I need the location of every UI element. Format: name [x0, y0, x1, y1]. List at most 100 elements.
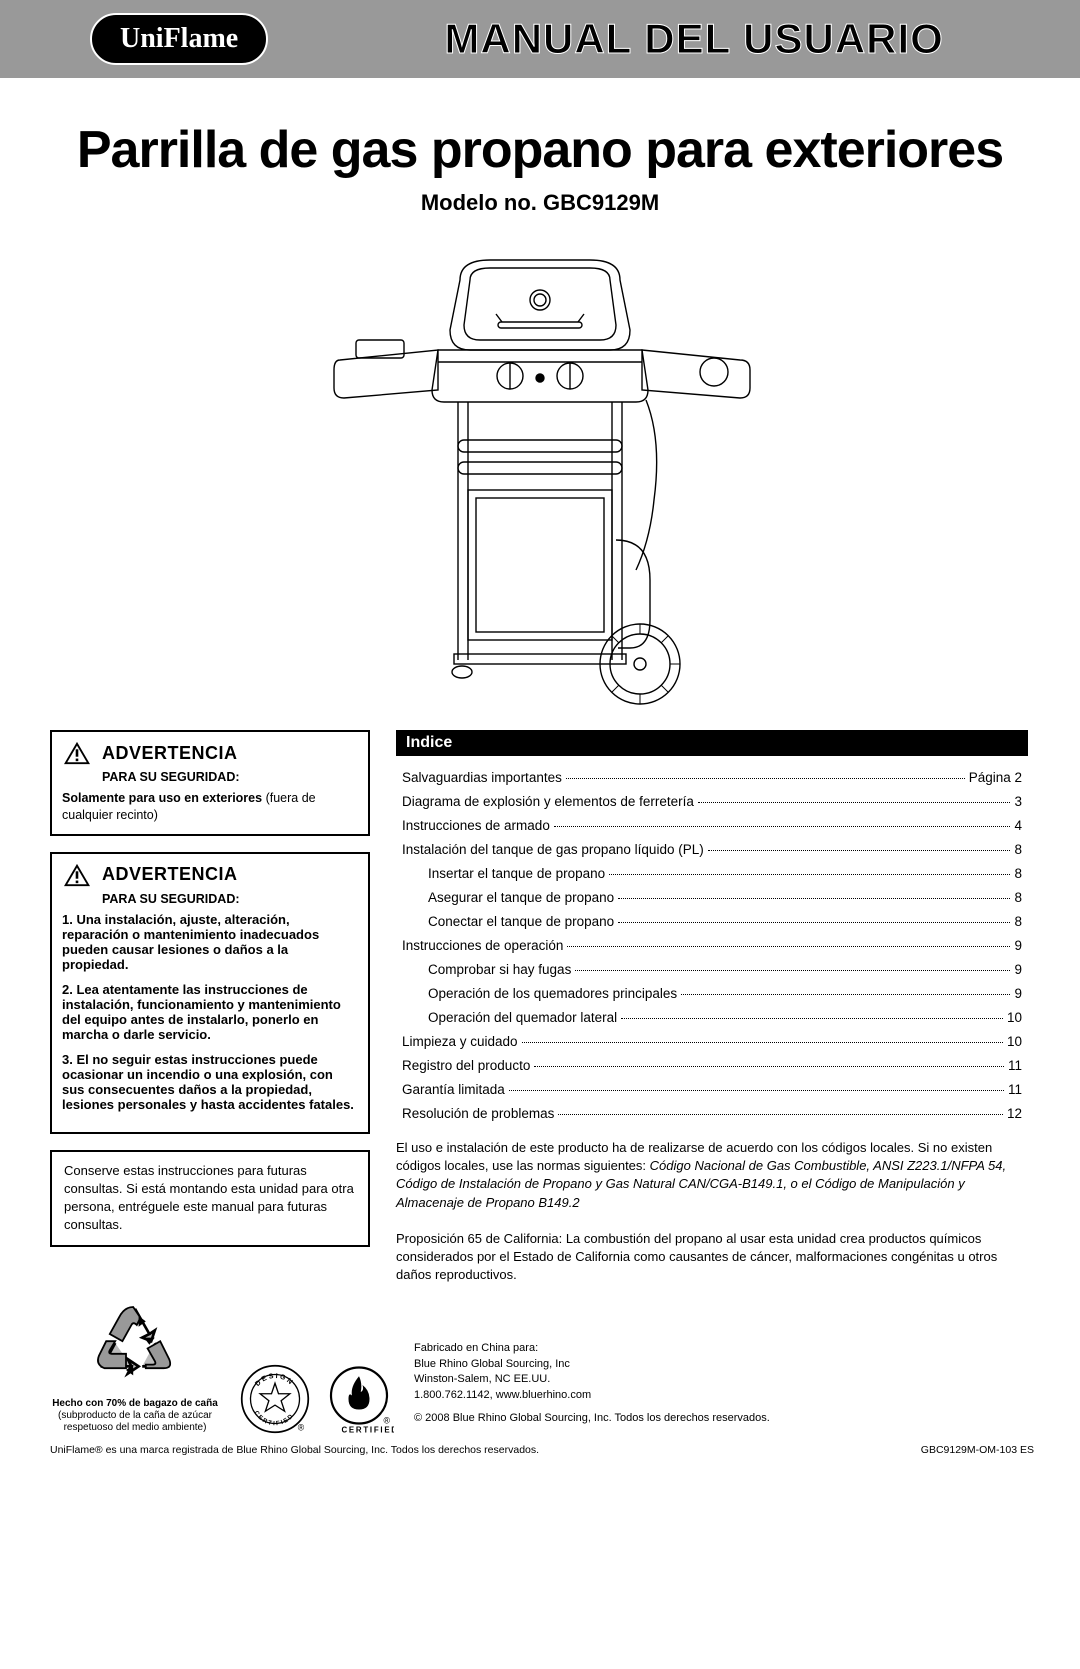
svg-text:®: ® [298, 1423, 305, 1433]
cert-badges: D E S I G N C E R T I F I E D ® CERTIFIE… [240, 1364, 394, 1434]
compliance-paragraph-1: El uso e instalación de este producto ha… [396, 1139, 1028, 1212]
toc-page: 8 [1014, 914, 1022, 929]
toc-row: Instalación del tanque de gas propano lí… [402, 842, 1022, 857]
warning-list: 1. Una instalación, ajuste, alteración, … [62, 912, 358, 1112]
toc-dots [618, 922, 1010, 923]
toc-dots [708, 850, 1011, 851]
toc-page: 8 [1014, 890, 1022, 905]
recycle-block: Hecho con 70% de bagazo de caña (subprod… [50, 1298, 220, 1434]
indice-header: Indice [396, 730, 1028, 756]
toc-row: Insertar el tanque de propano8 [402, 866, 1022, 881]
mfr-line: Winston-Salem, NC EE.UU. [414, 1373, 550, 1385]
toc-label: Comprobar si hay fugas [428, 962, 571, 977]
warning-subtitle: PARA SU SEGURIDAD: [102, 770, 358, 784]
toc-dots [681, 994, 1010, 995]
toc-page: 10 [1007, 1010, 1022, 1025]
toc-page: 11 [1008, 1058, 1022, 1073]
toc-label: Insertar el tanque de propano [428, 866, 605, 881]
design-cert-badge: D E S I G N C E R T I F I E D ® [240, 1364, 310, 1434]
warning-list-item: 3. El no seguir estas instrucciones pued… [62, 1052, 358, 1112]
warning-box-1: ADVERTENCIA PARA SU SEGURIDAD: Solamente… [50, 730, 370, 836]
toc-label: Asegurar el tanque de propano [428, 890, 614, 905]
toc-page: 3 [1014, 794, 1022, 809]
toc-page: 4 [1014, 818, 1022, 833]
toc-row: Salvaguardias importantes Página 2 [402, 770, 1022, 785]
toc-row: Resolución de problemas 12 [402, 1106, 1022, 1121]
warning-title: ADVERTENCIA [102, 864, 238, 885]
toc-page: 9 [1014, 986, 1022, 1001]
mfr-line: 1.800.762.1142, www.bluerhino.com [414, 1389, 591, 1401]
warning-list-item: 2. Lea atentamente las instrucciones de … [62, 982, 358, 1042]
compliance-paragraph-2: Proposición 65 de California: La combust… [396, 1230, 1028, 1285]
toc-label: Conectar el tanque de propano [428, 914, 614, 929]
toc-row: Limpieza y cuidado 10 [402, 1034, 1022, 1049]
toc-dots [522, 1042, 1003, 1043]
toc-row: Asegurar el tanque de propano 8 [402, 890, 1022, 905]
content-columns: ADVERTENCIA PARA SU SEGURIDAD: Solamente… [0, 730, 1080, 1284]
footer: Hecho con 70% de bagazo de caña (subprod… [0, 1298, 1080, 1454]
warning-list-item: 1. Una instalación, ajuste, alteración, … [62, 912, 358, 972]
warning-icon [62, 740, 92, 766]
toc-dots [558, 1114, 1003, 1115]
toc-dots [609, 874, 1010, 875]
toc-dots [534, 1066, 1004, 1067]
toc-label: Operación de los quemadores principales [428, 986, 677, 1001]
toc-label: Salvaguardias importantes [402, 770, 562, 785]
copyright: © 2008 Blue Rhino Global Sourcing, Inc. … [414, 1411, 1034, 1426]
toc-row: Registro del producto 11 [402, 1058, 1022, 1073]
warning-title: ADVERTENCIA [102, 743, 238, 764]
toc-row: Instrucciones de operación9 [402, 938, 1022, 953]
header-title: MANUAL DEL USUARIO [348, 15, 1040, 63]
recycle-icon [90, 1298, 180, 1388]
toc-page: Página 2 [969, 770, 1022, 785]
toc-dots [509, 1090, 1004, 1091]
footer-bottom: UniFlame® es una marca registrada de Blu… [0, 1444, 1080, 1474]
table-of-contents: Salvaguardias importantes Página 2 Diagram… [396, 770, 1028, 1121]
toc-row: Operación del quemador lateral 10 [402, 1010, 1022, 1025]
toc-label: Garantía limitada [402, 1082, 505, 1097]
toc-dots [567, 946, 1010, 947]
toc-label: Limpieza y cuidado [402, 1034, 518, 1049]
toc-page: 9 [1014, 938, 1022, 953]
recycle-text-2: (subproducto de la caña de azúcar respet… [50, 1410, 220, 1434]
toc-dots [566, 778, 965, 779]
model-number: Modelo no. GBC9129M [0, 190, 1080, 216]
toc-label: Instalación del tanque de gas propano lí… [402, 842, 704, 857]
toc-label: Instrucciones de armado [402, 818, 550, 833]
right-column: Indice Salvaguardias importantes Página 2… [396, 730, 1034, 1284]
toc-label: Registro del producto [402, 1058, 530, 1073]
header-bar: UniFlame MANUAL DEL USUARIO [0, 0, 1080, 78]
csa-cert-badge: CERTIFIED ® [324, 1364, 394, 1434]
svg-text:®: ® [384, 1416, 391, 1426]
svg-text:C E R T I F I E D: C E R T I F I E D [253, 1410, 295, 1428]
toc-row: Instrucciones de armado 4 [402, 818, 1022, 833]
toc-dots [575, 970, 1010, 971]
toc-label: Operación del quemador lateral [428, 1010, 617, 1025]
manufacturer-info: Fabricado en China para: Blue Rhino Glob… [414, 1341, 1034, 1434]
grill-illustration [310, 240, 770, 720]
toc-row: Conectar el tanque de propano 8 [402, 914, 1022, 929]
toc-row: Operación de los quemadores principales 9 [402, 986, 1022, 1001]
toc-row: Diagrama de explosión y elementos de fer… [402, 794, 1022, 809]
warning-icon [62, 862, 92, 888]
warning-body: Solamente para uso en exteriores (fuera … [62, 790, 358, 824]
svg-text:CERTIFIED: CERTIFIED [342, 1426, 395, 1435]
left-column: ADVERTENCIA PARA SU SEGURIDAD: Solamente… [50, 730, 370, 1284]
toc-page: 12 [1007, 1106, 1022, 1121]
logo: UniFlame [90, 13, 268, 65]
mfr-line: Fabricado en China para: [414, 1342, 538, 1354]
trademark-text: UniFlame® es una marca registrada de Blu… [50, 1444, 539, 1456]
recycle-text-1: Hecho con 70% de bagazo de caña [50, 1398, 220, 1410]
toc-dots [621, 1018, 1003, 1019]
warning-body-bold: Solamente para uso en exteriores [62, 791, 262, 805]
toc-label: Diagrama de explosión y elementos de fer… [402, 794, 694, 809]
document-id: GBC9129M-OM-103 ES [921, 1444, 1034, 1456]
toc-dots [698, 802, 1011, 803]
toc-page: 10 [1007, 1034, 1022, 1049]
mfr-line: Blue Rhino Global Sourcing, Inc [414, 1358, 570, 1370]
toc-page: 11 [1008, 1082, 1022, 1097]
toc-page: 8 [1014, 842, 1022, 857]
toc-dots [554, 826, 1011, 827]
toc-label: Resolución de problemas [402, 1106, 554, 1121]
toc-row: Garantía limitada 11 [402, 1082, 1022, 1097]
